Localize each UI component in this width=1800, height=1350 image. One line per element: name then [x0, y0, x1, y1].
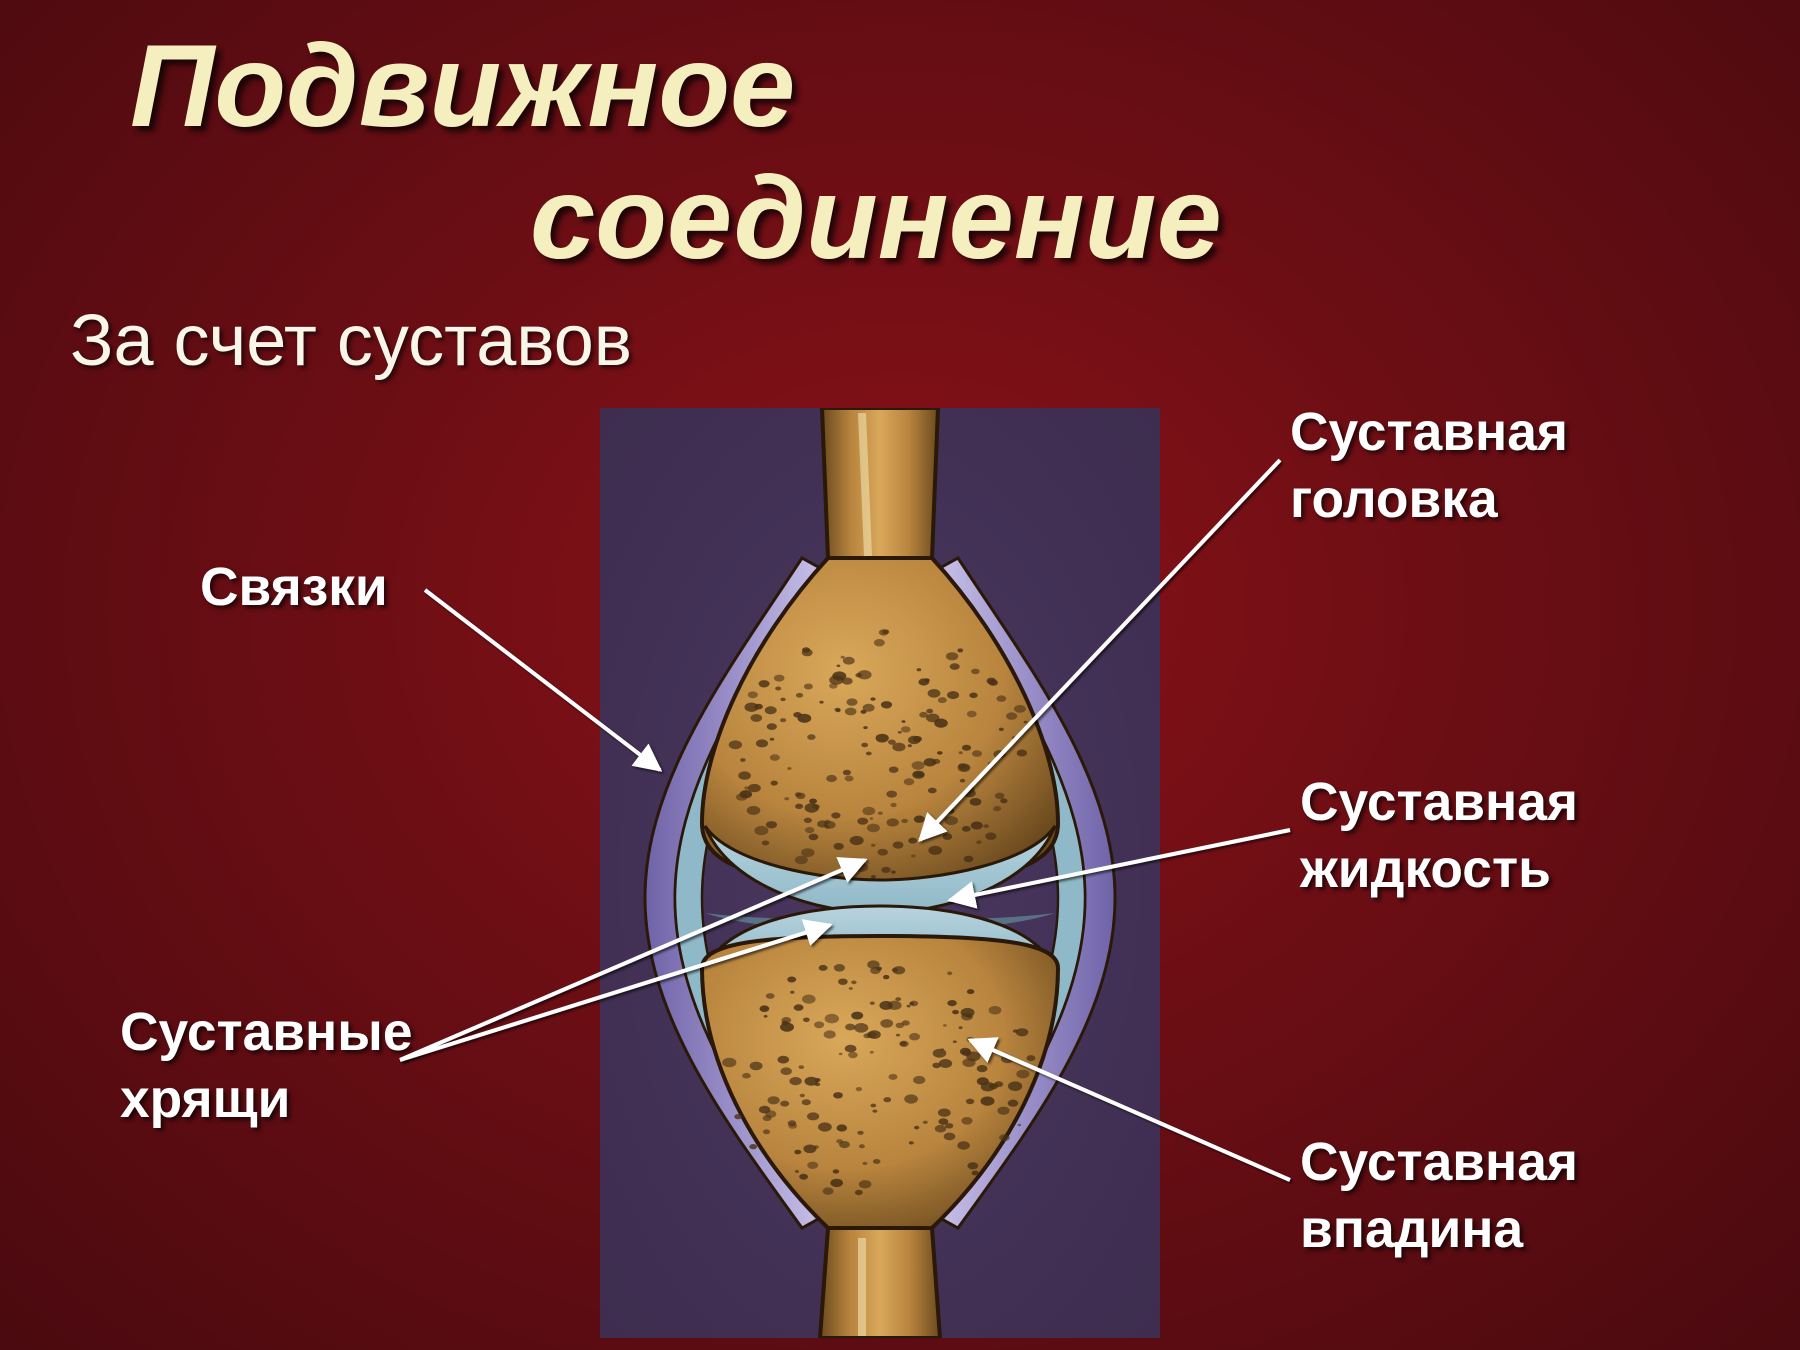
label-articular-cartilage: Суставныехрящи	[120, 1000, 412, 1133]
label-ligaments: Связки	[200, 555, 388, 622]
title-line-1: Подвижное	[130, 18, 795, 153]
label-articular-socket: Суставнаявпадина	[1300, 1130, 1578, 1263]
subtitle: За счет суставов	[70, 300, 632, 382]
joint-diagram	[600, 408, 1160, 1338]
title-line-2: соединение	[530, 150, 1222, 285]
label-synovial-fluid: Суставнаяжидкость	[1300, 770, 1578, 903]
label-articular-head: Суставнаяголовка	[1290, 400, 1568, 533]
